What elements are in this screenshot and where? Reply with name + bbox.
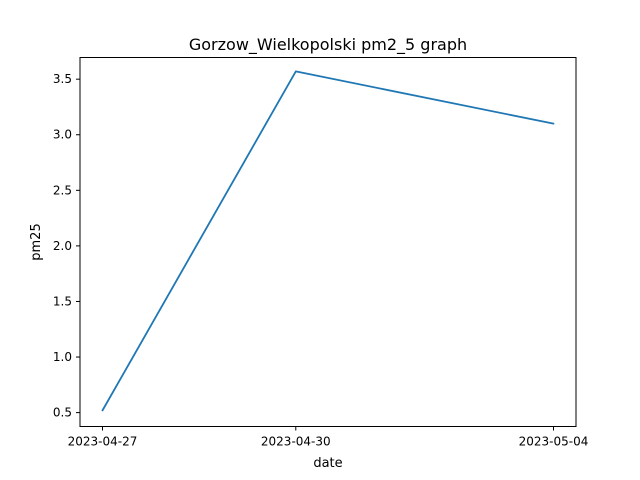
chart-title: Gorzow_Wielkopolski pm2_5 graph	[189, 35, 467, 55]
y-axis: 0.5 1.0 1.5 2.0 2.5 3.0 3.5	[53, 72, 80, 420]
series-layer	[101, 70, 555, 412]
axes-frame	[79, 57, 577, 427]
x-tick-label: 2023-05-04	[519, 435, 589, 449]
y-tick-label: 1.0	[53, 350, 72, 364]
y-tick-label: 1.5	[53, 294, 72, 308]
y-tick-label: 3.5	[53, 72, 72, 86]
plot-area	[79, 57, 577, 427]
y-axis-label: pm25	[29, 223, 44, 260]
y-tick-label: 2.0	[53, 239, 72, 253]
y-tick-label: 3.0	[53, 128, 72, 142]
x-axis: 2023-04-27 2023-04-30 2023-05-04	[68, 426, 589, 449]
y-tick-label: 2.5	[53, 183, 72, 197]
y-tick-label: 0.5	[53, 406, 72, 420]
series-line-0	[101, 70, 555, 412]
x-axis-label: date	[313, 456, 342, 471]
x-tick-label: 2023-04-30	[261, 435, 331, 449]
x-tick-label: 2023-04-27	[68, 435, 138, 449]
